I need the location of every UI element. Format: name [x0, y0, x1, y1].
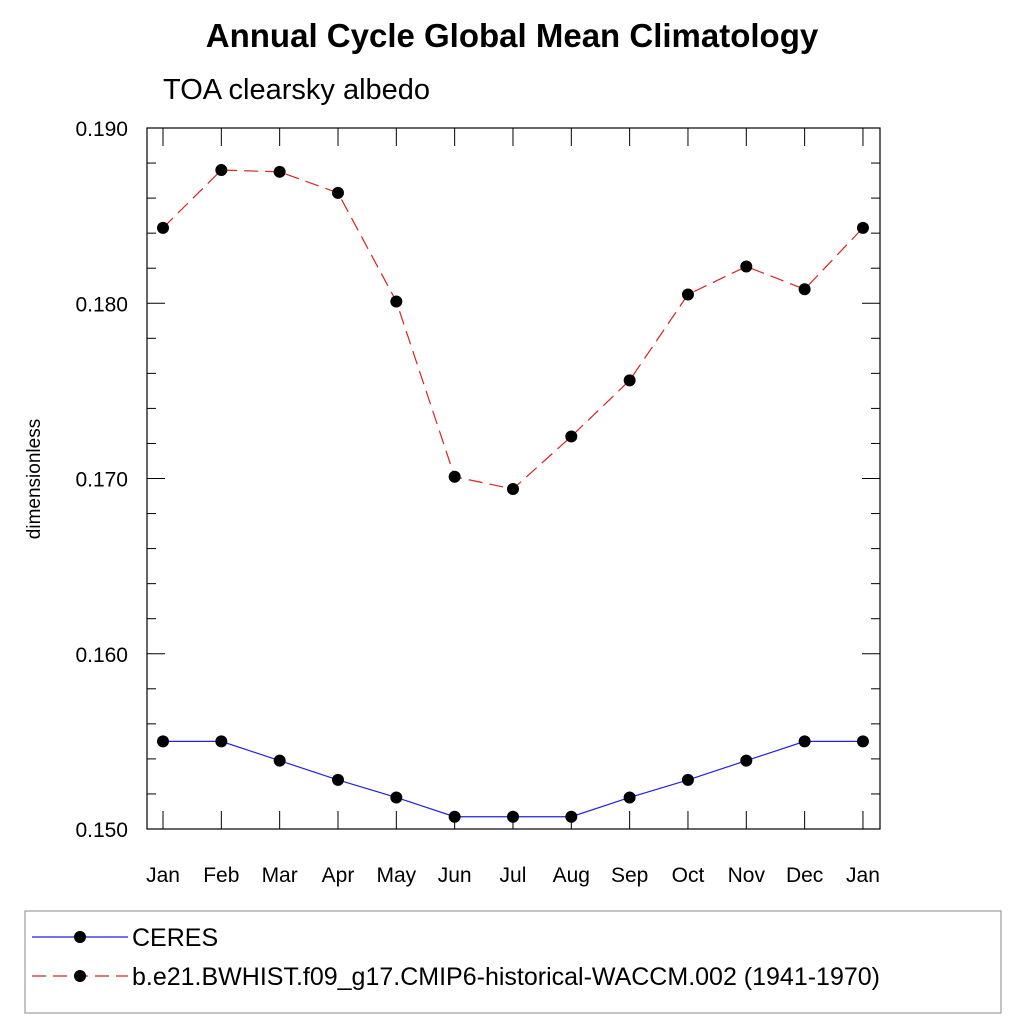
y-tick-label: 0.160: [75, 644, 128, 667]
x-tick-label: Oct: [672, 864, 705, 887]
x-tick-label: Dec: [786, 864, 823, 887]
x-tick-label: Sep: [611, 864, 648, 887]
x-tick-label: Apr: [322, 864, 355, 887]
plot-frame: [146, 127, 881, 830]
y-tick-label: 0.150: [75, 819, 128, 842]
data-point: [798, 735, 811, 748]
plot-border: [146, 127, 881, 830]
data-point: [273, 165, 286, 178]
x-tick-label: Jun: [438, 864, 472, 887]
data-point: [565, 430, 578, 443]
chart-title: Annual Cycle Global Mean Climatology: [206, 17, 819, 54]
data-point: [157, 221, 169, 234]
legend-box: [24, 910, 1002, 1014]
x-axis-ticks: Jan Feb Mar Apr May Jun Jul Aug Sep Oct Nov Dec Jan: [146, 128, 880, 887]
data-point: [390, 295, 403, 308]
data-point: [215, 735, 228, 748]
data-point: [856, 735, 869, 748]
data-point: [565, 810, 578, 823]
series-0: [157, 735, 869, 823]
data-point: [390, 791, 403, 804]
data-point: [273, 754, 286, 767]
x-tick-label: Mar: [262, 864, 298, 887]
legend-label-model: b.e21.BWHIST.f09_g17.CMIP6-historical-WA…: [132, 963, 880, 991]
data-point: [448, 470, 461, 483]
x-tick-label: Nov: [728, 864, 766, 887]
x-tick-label: Jul: [500, 864, 527, 887]
data-point: [506, 810, 519, 823]
data-point: [681, 288, 694, 301]
y-axis-ticks: 0.150 0.160 0.170 0.180 0.190: [75, 118, 880, 842]
x-tick-label: Jan: [846, 864, 880, 887]
data-point: [740, 260, 753, 273]
data-point: [331, 186, 344, 199]
y-tick-label: 0.170: [75, 469, 128, 492]
data-point: [506, 483, 519, 496]
data-point: [798, 283, 811, 296]
chart-subtitle: TOA clearsky albedo: [163, 74, 430, 106]
legend-label-ceres: CERES: [132, 924, 218, 952]
series-layer: [157, 164, 869, 823]
series-line-1: [162, 169, 864, 490]
data-point: [448, 810, 461, 823]
data-point: [856, 221, 869, 234]
data-point: [331, 773, 344, 786]
x-tick-label: Aug: [553, 864, 590, 887]
legend-marker-ceres: [74, 931, 86, 943]
x-tick-label: May: [376, 864, 416, 887]
data-point: [681, 773, 694, 786]
y-tick-label: 0.190: [75, 118, 128, 141]
data-point: [215, 164, 228, 177]
legend-marker-model: [74, 970, 86, 982]
y-axis-label: dimensionless: [24, 419, 45, 539]
series-line-0: [163, 740, 863, 818]
series-1: [157, 164, 869, 496]
legend: CERES b.e21.BWHIST.f09_g17.CMIP6-histori…: [24, 910, 1002, 1014]
data-point: [623, 791, 636, 804]
y-tick-label: 0.180: [75, 293, 128, 316]
x-tick-label: Jan: [146, 864, 180, 887]
data-point: [740, 754, 753, 767]
data-point: [157, 735, 169, 748]
x-tick-label: Feb: [203, 864, 239, 887]
data-point: [623, 374, 636, 387]
